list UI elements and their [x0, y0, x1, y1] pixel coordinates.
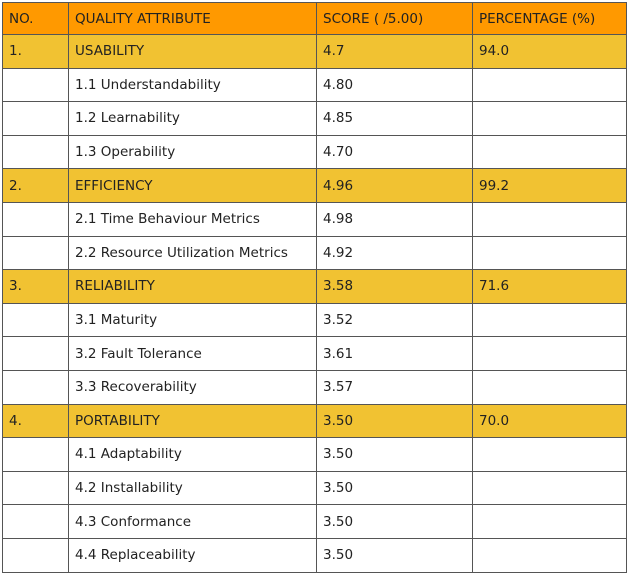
cell-attribute: 2.1 Time Behaviour Metrics: [68, 201, 317, 237]
cell-attribute: 3.1 Maturity: [68, 302, 317, 338]
table-row: 1.3 Operability 4.70: [2, 134, 627, 170]
cell-percentage: [472, 504, 627, 539]
cell-score: 3.61: [316, 336, 473, 371]
table-row: 4.4 Replaceability 3.50: [2, 537, 627, 573]
cell-no: 3.: [2, 269, 69, 304]
cell-percentage: 94.0: [472, 34, 627, 69]
table-row: 4.2 Installability 3.50: [2, 470, 627, 506]
cell-percentage: [472, 537, 627, 573]
header-quality-attribute: QUALITY ATTRIBUTE: [68, 2, 317, 35]
cell-no: [2, 67, 69, 103]
cell-attribute: RELIABILITY: [68, 269, 317, 304]
cell-no: [2, 134, 69, 170]
cell-score: 4.92: [316, 235, 473, 271]
cell-attribute: 3.3 Recoverability: [68, 369, 317, 405]
table-row: 1.2 Learnability 4.85: [2, 101, 627, 136]
table-row-group: 4. PORTABILITY 3.50 70.0: [2, 403, 627, 439]
cell-percentage: 70.0: [472, 403, 627, 439]
cell-percentage: [472, 201, 627, 237]
table-row-group: 2. EFFICIENCY 4.96 99.2: [2, 168, 627, 203]
cell-percentage: [472, 67, 627, 103]
header-score: SCORE ( /5.00): [316, 2, 473, 35]
cell-percentage: [472, 369, 627, 405]
cell-no: [2, 235, 69, 271]
cell-attribute: 1.1 Understandability: [68, 67, 317, 103]
header-no: NO.: [2, 2, 69, 35]
cell-attribute: 4.3 Conformance: [68, 504, 317, 539]
cell-attribute: 4.2 Installability: [68, 470, 317, 506]
cell-score: 3.50: [316, 470, 473, 506]
cell-attribute: 2.2 Resource Utilization Metrics: [68, 235, 317, 271]
cell-attribute: 1.3 Operability: [68, 134, 317, 170]
table-body: 1. USABILITY 4.7 94.0 1.1 Understandability 4…: [2, 34, 627, 573]
cell-score: 3.50: [316, 403, 473, 439]
cell-no: [2, 336, 69, 371]
cell-attribute: 4.4 Replaceability: [68, 537, 317, 573]
cell-percentage: 71.6: [472, 269, 627, 304]
cell-percentage: [472, 336, 627, 371]
cell-no: [2, 470, 69, 506]
cell-no: [2, 537, 69, 573]
cell-no: [2, 201, 69, 237]
table-row: 2.2 Resource Utilization Metrics 4.92: [2, 235, 627, 271]
cell-percentage: [472, 302, 627, 338]
cell-percentage: [472, 437, 627, 472]
table-row: 3.3 Recoverability 3.57: [2, 369, 627, 405]
cell-no: [2, 504, 69, 539]
cell-score: 4.80: [316, 67, 473, 103]
cell-no: 4.: [2, 403, 69, 439]
cell-attribute: 4.1 Adaptability: [68, 437, 317, 472]
cell-no: [2, 302, 69, 338]
cell-percentage: [472, 101, 627, 136]
cell-percentage: [472, 470, 627, 506]
cell-percentage: 99.2: [472, 168, 627, 203]
cell-score: 3.50: [316, 537, 473, 573]
cell-no: [2, 437, 69, 472]
cell-score: 3.57: [316, 369, 473, 405]
cell-attribute: 1.2 Learnability: [68, 101, 317, 136]
cell-percentage: [472, 134, 627, 170]
cell-no: 1.: [2, 34, 69, 69]
table-row-group: 3. RELIABILITY 3.58 71.6: [2, 269, 627, 304]
table-row: 4.1 Adaptability 3.50: [2, 437, 627, 472]
cell-percentage: [472, 235, 627, 271]
cell-score: 3.58: [316, 269, 473, 304]
cell-score: 3.50: [316, 437, 473, 472]
cell-no: [2, 369, 69, 405]
cell-attribute: USABILITY: [68, 34, 317, 69]
cell-score: 4.7: [316, 34, 473, 69]
cell-attribute: EFFICIENCY: [68, 168, 317, 203]
cell-score: 3.50: [316, 504, 473, 539]
cell-score: 4.96: [316, 168, 473, 203]
table-row: 4.3 Conformance 3.50: [2, 504, 627, 539]
table-row: 3.1 Maturity 3.52: [2, 302, 627, 338]
cell-score: 4.85: [316, 101, 473, 136]
cell-score: 4.70: [316, 134, 473, 170]
table-row: 2.1 Time Behaviour Metrics 4.98: [2, 201, 627, 237]
cell-score: 3.52: [316, 302, 473, 338]
table-row-group: 1. USABILITY 4.7 94.0: [2, 34, 627, 69]
table-row: 3.2 Fault Tolerance 3.61: [2, 336, 627, 371]
cell-score: 4.98: [316, 201, 473, 237]
table-header-row: NO. QUALITY ATTRIBUTE SCORE ( /5.00) PER…: [2, 2, 627, 35]
header-percentage: PERCENTAGE (%): [472, 2, 627, 35]
cell-attribute: 3.2 Fault Tolerance: [68, 336, 317, 371]
table-row: 1.1 Understandability 4.80: [2, 67, 627, 103]
cell-attribute: PORTABILITY: [68, 403, 317, 439]
cell-no: [2, 101, 69, 136]
cell-no: 2.: [2, 168, 69, 203]
